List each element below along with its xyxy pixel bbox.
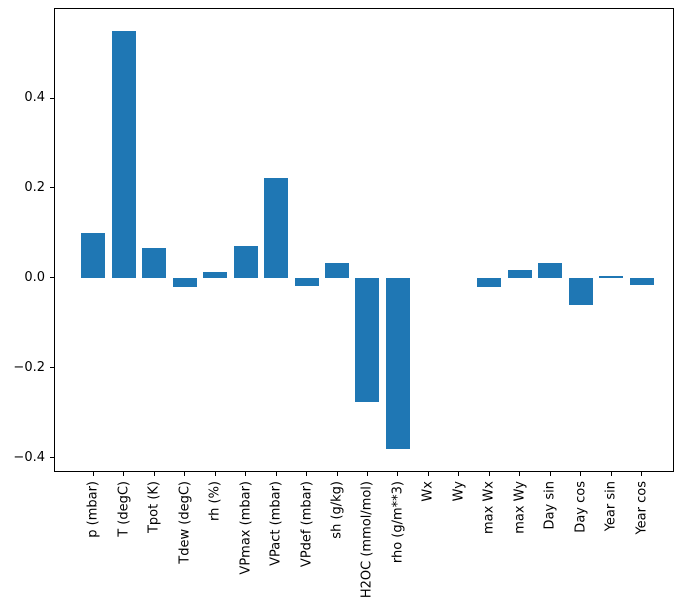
x-tick-label-12: Wy — [451, 481, 467, 502]
bar-7 — [294, 277, 319, 287]
x-tick-mark-1 — [123, 472, 125, 476]
x-tick-label-3: Tdew (degC) — [177, 481, 193, 564]
x-tick-label-11: Wx — [420, 481, 436, 502]
bar-9 — [355, 277, 380, 402]
bar-3 — [172, 277, 197, 288]
x-tick-mark-10 — [397, 472, 399, 476]
bar-15 — [538, 262, 563, 278]
x-tick-mark-11 — [427, 472, 429, 476]
bar-13 — [477, 277, 502, 288]
bar-1 — [111, 30, 136, 278]
bar-14 — [507, 269, 532, 278]
bar-10 — [385, 277, 410, 450]
x-tick-mark-7 — [306, 472, 307, 476]
bar-8 — [325, 262, 349, 278]
x-tick-mark-14 — [519, 472, 521, 476]
x-tick-label-13: max Wx — [481, 481, 497, 535]
x-tick-mark-15 — [549, 472, 551, 476]
x-tick-mark-2 — [153, 472, 155, 476]
x-tick-label-1: T (degC) — [116, 481, 132, 537]
x-tick-mark-4 — [214, 472, 216, 476]
x-tick-label-9: H2OC (mmol/mol) — [359, 481, 375, 599]
x-tick-mark-9 — [366, 472, 368, 476]
bar-4 — [203, 272, 228, 278]
bar-18 — [629, 277, 654, 285]
x-tick-mark-13 — [488, 472, 490, 476]
x-tick-label-4: rh (%) — [207, 481, 223, 521]
x-tick-mark-6 — [275, 472, 277, 476]
x-tick-label-17: Year sin — [603, 481, 619, 532]
x-tick-label-15: Day sin — [542, 481, 558, 530]
y-tick-label-0: 0.4 — [24, 90, 45, 105]
y-tick-mark-1 — [50, 187, 54, 189]
x-tick-mark-5 — [245, 472, 247, 476]
y-tick-mark-2 — [50, 277, 54, 279]
x-tick-label-18: Year cos — [634, 481, 650, 535]
bar-0 — [81, 232, 106, 278]
x-tick-mark-18 — [641, 472, 643, 476]
x-tick-label-14: max Wy — [512, 481, 528, 534]
y-tick-mark-0 — [50, 97, 54, 99]
bar-2 — [142, 248, 167, 278]
bar-16 — [568, 277, 593, 305]
x-tick-mark-17 — [610, 472, 612, 476]
x-tick-mark-12 — [458, 472, 460, 476]
plot-area — [54, 8, 674, 472]
x-tick-mark-8 — [336, 472, 338, 476]
x-tick-label-2: Tpot (K) — [146, 481, 162, 534]
x-tick-label-16: Day cos — [573, 481, 589, 533]
y-tick-label-1: 0.2 — [24, 179, 45, 195]
x-tick-label-10: rho (g/m**3) — [390, 481, 406, 564]
bar-5 — [233, 245, 258, 278]
bar-17 — [599, 276, 624, 278]
x-tick-mark-0 — [92, 472, 94, 476]
y-tick-mark-4 — [50, 457, 54, 458]
y-tick-label-2: 0.0 — [24, 269, 45, 285]
x-tick-label-7: VPdef (mbar) — [299, 481, 314, 568]
x-tick-mark-16 — [580, 472, 582, 476]
x-tick-label-5: VPmax (mbar) — [238, 481, 254, 575]
x-tick-mark-3 — [184, 472, 186, 476]
y-tick-mark-3 — [50, 367, 54, 369]
y-tick-label-3: −0.2 — [13, 359, 45, 375]
y-tick-label-4: −0.4 — [13, 449, 45, 465]
x-tick-label-8: sh (g/kg) — [329, 481, 345, 539]
bar-6 — [264, 178, 289, 278]
x-tick-label-0: p (mbar) — [85, 481, 101, 538]
x-tick-label-6: VPact (mbar) — [268, 481, 284, 566]
